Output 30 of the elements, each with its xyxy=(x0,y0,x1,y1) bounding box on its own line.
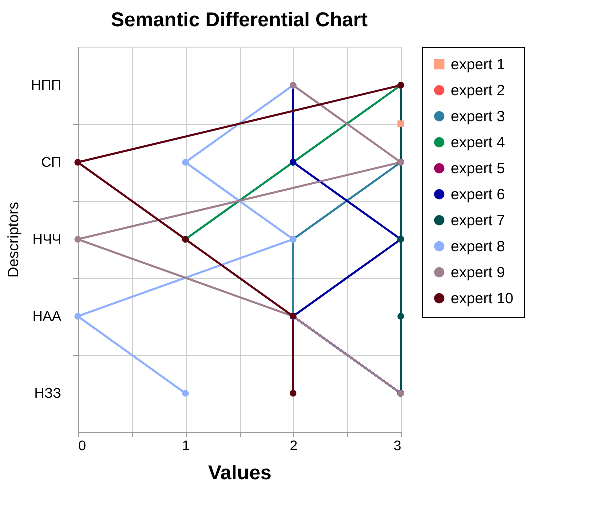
y-tick-label: НЗЗ xyxy=(34,385,62,401)
legend-label: expert 8 xyxy=(451,238,506,256)
point xyxy=(182,159,190,166)
legend-label: expert 2 xyxy=(451,82,506,100)
y-tick-label: СП xyxy=(41,154,62,170)
x-tick-label: 2 xyxy=(290,438,298,454)
legend-label: expert 5 xyxy=(451,160,506,178)
x-tick-label: 3 xyxy=(394,438,402,454)
legend-label: expert 1 xyxy=(451,56,506,74)
chart-title: Semantic Differential Chart xyxy=(111,10,368,32)
point xyxy=(290,390,297,397)
x-tick-label: 1 xyxy=(182,438,190,454)
y-tick-label: НПП xyxy=(31,77,62,93)
legend-label: expert 9 xyxy=(451,264,506,282)
legend-label: expert 6 xyxy=(451,186,506,204)
y-tick-label: НАА xyxy=(32,308,62,324)
legend-label: expert 7 xyxy=(451,212,506,230)
point xyxy=(74,159,82,166)
point xyxy=(182,390,190,397)
legend-label: expert 3 xyxy=(451,108,506,126)
point xyxy=(74,313,82,320)
x-tick-label: 0 xyxy=(78,438,86,454)
point xyxy=(398,313,404,320)
legend-label: expert 10 xyxy=(451,290,514,308)
legend-label: expert 4 xyxy=(451,134,506,152)
y-tick-label: НЧЧ xyxy=(32,231,62,247)
point xyxy=(74,236,82,243)
x-axis-title: Values xyxy=(208,462,272,484)
point xyxy=(398,120,404,128)
y-axis-title: Descriptors xyxy=(5,202,22,278)
